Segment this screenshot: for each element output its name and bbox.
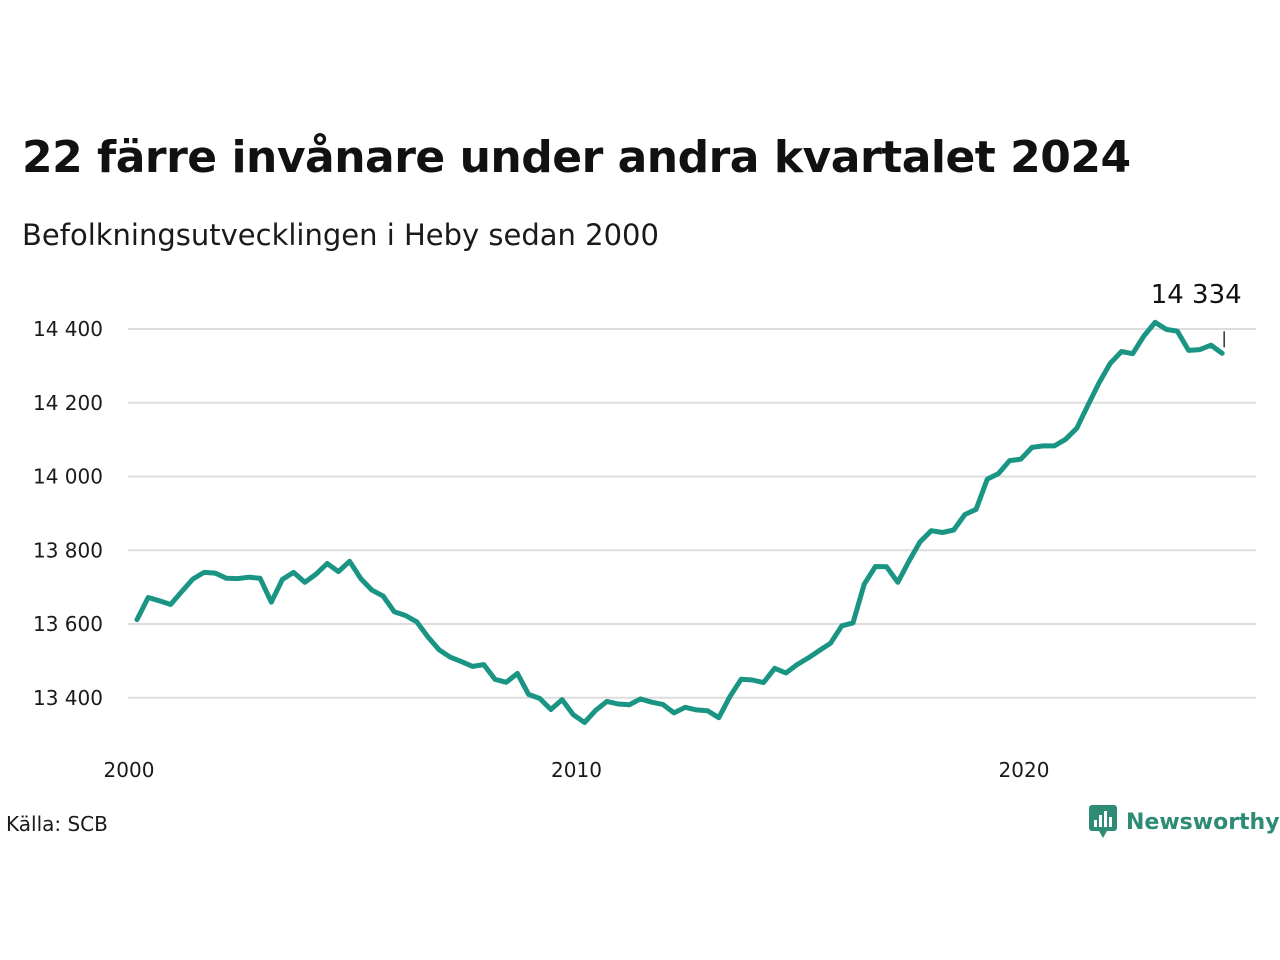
brand-logo: Newsworthy xyxy=(1088,804,1280,840)
chart-title: 22 färre invånare under andra kvartalet … xyxy=(22,132,1131,183)
x-tick-label: 2010 xyxy=(551,758,602,782)
annotation-label: 14 334 xyxy=(1151,280,1242,310)
y-tick-label: 13 600 xyxy=(33,612,103,636)
grid-lines xyxy=(128,328,1256,699)
y-tick-label: 14 400 xyxy=(33,317,103,341)
newsworthy-logo-icon xyxy=(1089,805,1117,838)
source-label: Källa: SCB xyxy=(6,812,108,836)
y-tick-label: 14 200 xyxy=(33,391,103,415)
x-tick-label: 2000 xyxy=(104,758,155,782)
x-tick-label: 2020 xyxy=(999,758,1050,782)
y-tick-label: 13 400 xyxy=(33,686,103,710)
brand-name: Newsworthy xyxy=(1126,809,1280,835)
y-tick-label: 14 000 xyxy=(33,465,103,489)
y-axis: 13 400 13 600 13 800 14 000 14 200 14 400 xyxy=(33,317,103,710)
x-axis: 2000 2010 2020 xyxy=(104,758,1050,782)
y-tick-label: 13 800 xyxy=(33,538,103,562)
series-line xyxy=(134,319,1225,725)
chart-subtitle: Befolkningsutvecklingen i Heby sedan 200… xyxy=(22,218,659,252)
